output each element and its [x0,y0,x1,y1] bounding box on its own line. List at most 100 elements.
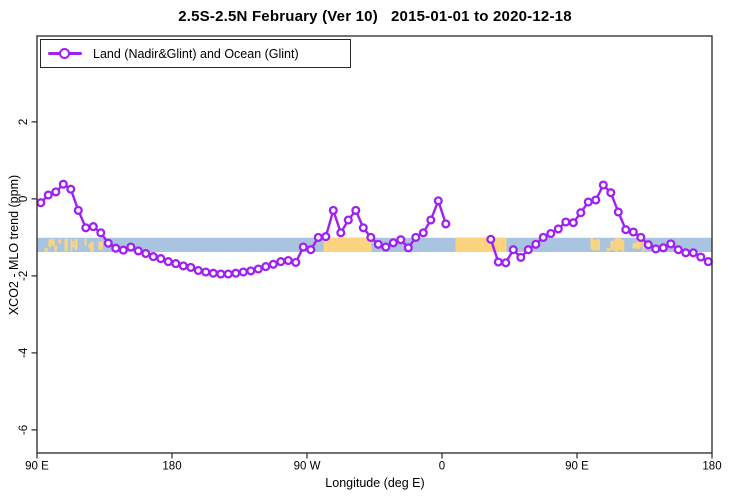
data-point-marker [373,239,383,249]
data-point-marker [673,245,683,255]
data-point-marker [328,205,338,215]
data-point-marker [111,243,121,253]
data-point-marker [553,224,563,234]
data-point-marker [238,267,248,277]
data-point-marker [636,232,646,242]
data-point-marker [493,257,503,267]
data-point-marker [613,207,623,217]
data-point-marker [388,238,398,248]
data-point-marker [186,262,196,272]
data-point-marker [598,180,608,190]
band-segment-orange [323,237,372,253]
data-point-marker [201,267,211,277]
data-point-marker [43,190,53,200]
data-point-marker [403,243,413,253]
data-point-marker [591,195,601,205]
data-point-marker [141,248,151,259]
data-point-marker [396,235,406,245]
data-point-marker [73,205,83,215]
data-point-marker [583,197,593,207]
y-axis-ticks: 2 0 -2 -4 -6 [18,119,37,435]
data-point-marker [336,228,346,238]
data-point-marker [208,268,218,278]
data-point-marker [88,222,98,232]
data-point-marker [381,242,391,252]
data-point-marker [508,245,518,255]
data-point-marker [538,232,548,242]
data-point-marker [441,219,451,229]
data-point-marker [298,242,308,252]
plot-border [36,35,713,454]
chart-title: 2.5S-2.5N February (Ver 10) 2015-01-01 t… [178,8,572,25]
x-tick-label: 180 [702,461,721,473]
data-point-marker [216,269,226,279]
data-point-marker [643,240,653,250]
data-point-marker [276,257,286,267]
data-point-marker [58,179,68,189]
data-point-marker [418,228,428,238]
data-point-marker [118,245,128,255]
data-point-marker [568,218,578,228]
y-tick-label: 0 [18,196,30,202]
data-point-marker [501,258,511,268]
data-point-marker [688,248,698,258]
legend-label: Land (Nadir&Glint) and Ocean (Glint) [93,46,299,61]
data-point-marker [133,246,143,256]
data-point-marker [163,257,173,267]
data-point-marker [628,227,638,237]
data-point-marker [486,234,496,244]
data-point-marker [321,232,331,242]
data-point-marker [306,245,316,255]
x-tick-label: 180 [162,461,181,473]
data-point-marker [96,228,106,238]
y-tick-label: -4 [18,347,30,358]
series-markers [36,179,713,279]
data-point-marker [651,244,661,254]
data-point-marker [261,262,271,272]
legend-line-marker-icon [48,47,82,60]
data-point-marker [291,257,301,267]
data-point-marker [531,239,541,249]
data-point-marker [268,259,278,269]
data-point-marker [546,228,556,239]
data-point-marker [516,252,526,262]
data-point-marker [126,242,136,252]
y-axis-title: XCO2 - MLO trend (ppm) [7,174,21,316]
data-point-marker [358,223,368,233]
data-point-marker [666,239,676,249]
data-point-marker [576,208,586,218]
band-segment-speckled [44,238,103,252]
data-point-marker [51,187,61,197]
x-axis-ticks: 90 E 180 90 W 0 90 E 180 [25,453,722,473]
data-point-marker [178,261,188,271]
data-point-marker [148,252,158,262]
data-point-marker [351,205,361,215]
data-point-marker [426,215,436,225]
data-point-marker [343,215,353,225]
data-point-marker [81,223,91,233]
data-point-marker [223,269,233,279]
data-point-marker [366,232,376,242]
data-point-marker [171,259,181,269]
legend-box: Land (Nadir&Glint) and Ocean (Glint) [40,39,351,68]
data-point-marker [561,217,571,227]
data-point-marker [156,254,166,264]
x-tick-label: 0 [439,461,445,473]
data-point-marker [696,252,706,262]
data-point-marker [253,264,263,274]
data-point-marker [231,268,241,278]
data-point-marker [658,243,668,253]
data-point-marker [606,188,616,198]
x-tick-label: 90 W [294,461,321,473]
y-tick-label: -2 [18,271,30,281]
data-point-marker [246,266,256,276]
data-point-marker [103,238,113,248]
x-tick-label: 90 E [565,461,589,473]
data-point-marker [411,232,421,242]
x-axis-title: Longitude (deg E) [325,476,425,490]
series-line [39,183,710,276]
x-tick-label: 90 E [25,461,49,473]
data-point-marker [313,232,323,242]
data-point-marker [681,248,691,258]
